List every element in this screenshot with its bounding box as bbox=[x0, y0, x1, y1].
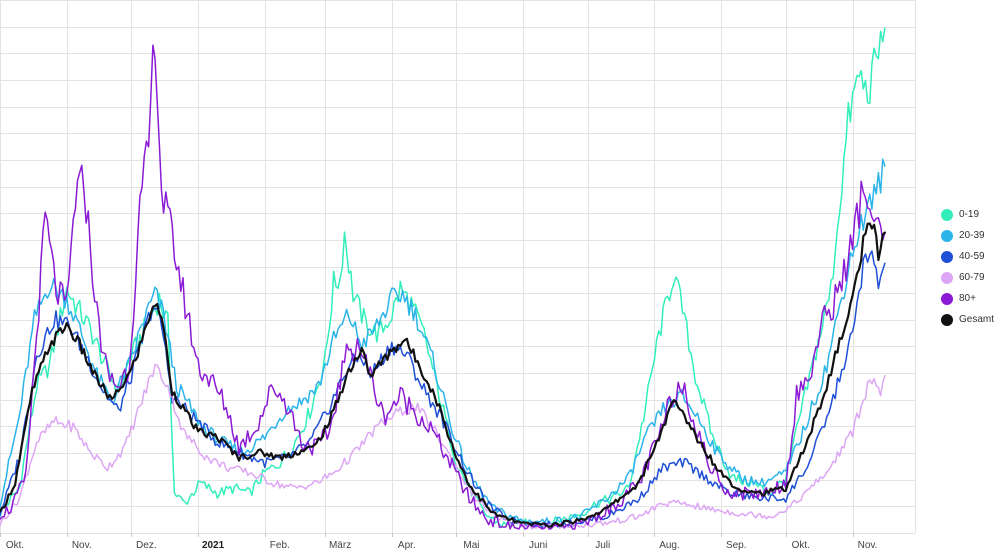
legend-label: Gesamt bbox=[959, 314, 995, 325]
legend-item[interactable]: Gesamt bbox=[941, 309, 1000, 330]
x-tick-label: Sep. bbox=[726, 540, 747, 551]
series-line-80plus bbox=[0, 44, 886, 530]
legend-label: 60-79 bbox=[959, 272, 985, 283]
legend-swatch bbox=[941, 229, 953, 242]
series-line-60-79 bbox=[0, 363, 886, 530]
series-lines bbox=[0, 27, 886, 530]
x-tick-label: Nov. bbox=[858, 540, 878, 551]
legend-label: 0-19 bbox=[959, 209, 980, 220]
legend-label: 80+ bbox=[959, 293, 976, 304]
legend-item[interactable]: 0-19 bbox=[941, 204, 1000, 225]
x-tick-label: Juli bbox=[595, 540, 610, 551]
legend-swatch bbox=[941, 208, 953, 221]
legend-swatch bbox=[941, 271, 953, 284]
x-tick-label: März bbox=[329, 540, 351, 551]
legend-swatch bbox=[941, 250, 953, 263]
legend-swatch bbox=[941, 313, 953, 326]
chart-legend: 0-19 20-39 40-59 60-79 80+ Gesamt bbox=[941, 204, 1000, 330]
x-tick-label: Aug. bbox=[659, 540, 680, 551]
legend-label: 20-39 bbox=[959, 230, 985, 241]
x-tick-label: Apr. bbox=[398, 540, 416, 551]
legend-item[interactable]: 40-59 bbox=[941, 246, 1000, 267]
x-tick-label: Okt. bbox=[6, 540, 24, 551]
x-tick-label: Nov. bbox=[72, 540, 92, 551]
series-line-40-59 bbox=[0, 250, 886, 529]
x-tick-label: Feb. bbox=[270, 540, 290, 551]
legend-label: 40-59 bbox=[959, 251, 985, 262]
x-axis: Okt. Nov. Dez. 2021 Feb. März Apr. Mai Juni Juli A… bbox=[0, 533, 878, 551]
legend-item[interactable]: 20-39 bbox=[941, 225, 1000, 246]
legend-item[interactable]: 80+ bbox=[941, 288, 1000, 309]
x-tick-label: Mai bbox=[463, 540, 479, 551]
legend-swatch bbox=[941, 292, 953, 305]
series-line-20-39 bbox=[0, 158, 886, 526]
legend-item[interactable]: 60-79 bbox=[941, 267, 1000, 288]
series-line-gesamt bbox=[0, 222, 886, 528]
x-tick-label: 2021 bbox=[202, 540, 225, 551]
x-tick-label: Dez. bbox=[136, 540, 157, 551]
x-tick-label: Juni bbox=[529, 540, 547, 551]
x-tick-label: Okt. bbox=[792, 540, 810, 551]
